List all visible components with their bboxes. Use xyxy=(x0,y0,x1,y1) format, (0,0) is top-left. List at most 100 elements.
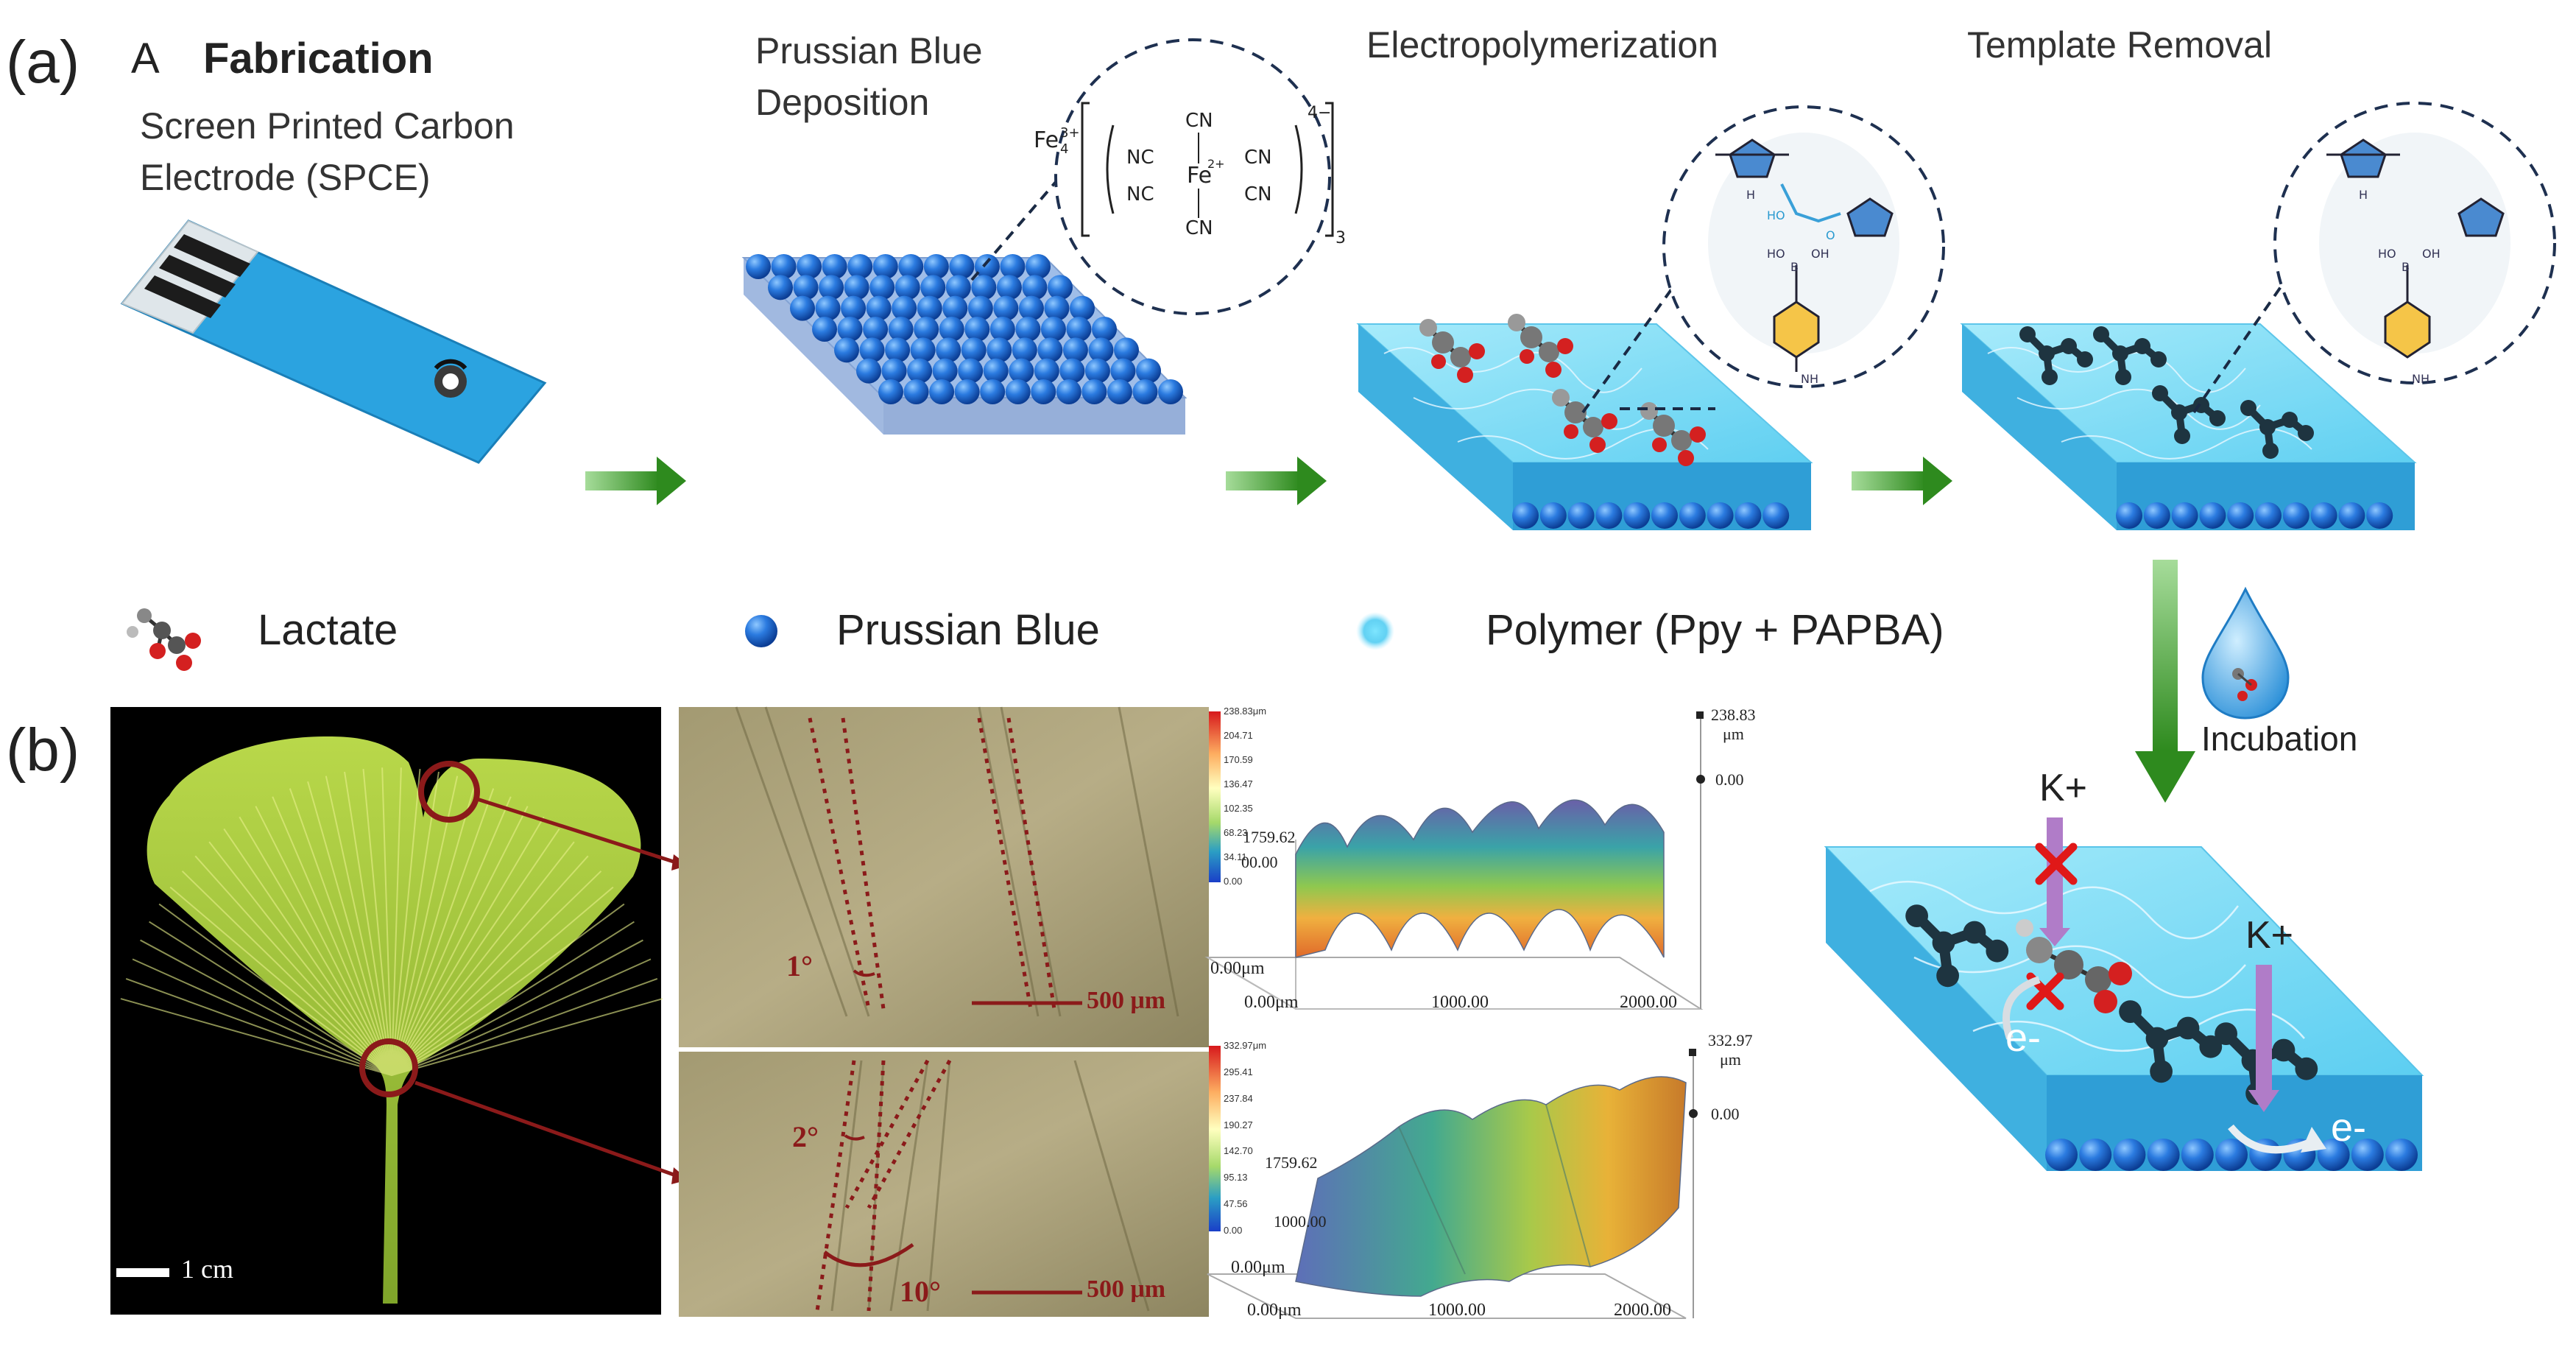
prussian-blue-sphere xyxy=(2215,1139,2248,1171)
k-plus-arrow-blocked xyxy=(2039,817,2070,946)
surface-top-zmax: 238.83 xyxy=(1711,706,1756,724)
prussian-blue-sphere xyxy=(2317,1139,2350,1171)
prussian-blue-sphere xyxy=(942,295,968,321)
prussian-blue-sphere xyxy=(989,317,1015,342)
electron-flow-arrow-2 xyxy=(2228,1124,2313,1154)
prussian-blue-sphere xyxy=(2045,1139,2078,1171)
prussian-blue-sphere xyxy=(1114,337,1139,363)
prussian-blue-sphere xyxy=(949,254,975,279)
prussian-blue-sphere xyxy=(1000,254,1026,279)
prussian-blue-sphere xyxy=(961,337,987,363)
prussian-blue-sphere xyxy=(914,317,939,342)
process-arrow-3 xyxy=(1852,457,1952,505)
prussian-blue-sphere xyxy=(1707,502,1734,529)
svg-text:4−: 4− xyxy=(1308,104,1331,122)
prussian-blue-sphere xyxy=(822,254,847,279)
prussian-blue-sphere xyxy=(837,317,863,342)
svg-text:Fe: Fe xyxy=(1034,127,1059,153)
prussian-blue-sphere xyxy=(793,275,819,300)
surface-bottom-x1: 1000.00 xyxy=(1428,1301,1486,1320)
surface-bottom-origin: 0.00μm xyxy=(1231,1258,1285,1277)
surface-bottom-x0: 0.00μm xyxy=(1247,1301,1302,1320)
svg-text:H: H xyxy=(1746,188,1755,202)
leaf-scale-label: 1 cm xyxy=(181,1254,233,1284)
legend-lactate-label: Lactate xyxy=(258,606,398,654)
prussian-blue-sphere xyxy=(2366,502,2393,529)
surface-bottom-zmin: 0.00 xyxy=(1711,1105,1740,1123)
svg-text:CN: CN xyxy=(1244,147,1272,169)
imprinted-cavity-icon xyxy=(1905,904,2009,988)
surface-plot-bottom xyxy=(1207,1049,1698,1319)
prussian-blue-sphere xyxy=(888,317,914,342)
prussian-blue-sphere xyxy=(1762,502,1790,529)
sensing-slab xyxy=(1824,846,2424,1171)
angle-bottom-a-label: 2° xyxy=(792,1120,819,1153)
micrograph-bottom xyxy=(679,1052,1209,1317)
process-arrow-1 xyxy=(585,457,686,505)
colorbar-tick: 47.56 xyxy=(1224,1198,1248,1210)
prussian-blue-sphere xyxy=(2255,502,2282,529)
imprinted-cavity-icon xyxy=(2019,326,2093,385)
surface-bottom-ymid: 1000.00 xyxy=(1274,1212,1327,1231)
prussian-blue-sphere xyxy=(1084,358,1110,384)
colorbar-tick: 238.83μm xyxy=(1224,706,1267,717)
prussian-blue-sphere xyxy=(1567,502,1595,529)
colorbar-tick: 332.97μm xyxy=(1224,1040,1267,1051)
prussian-blue-sphere xyxy=(1022,275,1048,300)
surface-top-ymid: 00.00 xyxy=(1241,853,1278,871)
svg-text:CN: CN xyxy=(1185,110,1213,132)
panel-b-letter: (b) xyxy=(6,717,80,784)
k-plus-label-2: K+ xyxy=(2245,914,2294,957)
prussian-blue-sphere xyxy=(923,254,949,279)
prussian-blue-sphere xyxy=(993,295,1019,321)
ginkgo-leaf-photo xyxy=(110,707,688,1315)
prussian-blue-sphere xyxy=(1037,337,1063,363)
colorbar-bottom xyxy=(1209,1046,1221,1231)
prussian-blue-sphere xyxy=(1679,502,1706,529)
process-arrow-2 xyxy=(1226,457,1327,505)
prussian-blue-sphere xyxy=(1070,295,1095,321)
colorbar-tick: 142.70 xyxy=(1224,1145,1253,1157)
prussian-blue-sphere xyxy=(834,337,859,363)
colorbar-tick: 68.23 xyxy=(1224,827,1248,838)
prussian-blue-sphere xyxy=(1009,358,1034,384)
prussian-blue-sphere xyxy=(917,295,942,321)
colorbar-tick: 204.71 xyxy=(1224,730,1253,741)
block-cross-icon xyxy=(2026,843,2078,1010)
prussian-blue-sphere xyxy=(945,275,971,300)
prussian-blue-sphere xyxy=(1026,254,1051,279)
prussian-blue-sphere xyxy=(1048,275,1073,300)
imprinted-cavity-icon xyxy=(2119,1000,2223,1083)
stage-pb-title-line1: Prussian Blue xyxy=(755,30,983,71)
colorbar-top xyxy=(1209,711,1221,882)
prussian-blue-sphere xyxy=(1056,379,1081,404)
svg-text:Fe: Fe xyxy=(1187,163,1212,189)
surface-top-x0: 0.00μm xyxy=(1244,993,1299,1012)
prussian-blue-sphere xyxy=(1136,358,1161,384)
lactate-molecule xyxy=(1552,389,1617,453)
micrograph-top xyxy=(679,706,1209,1047)
colorbar-tick: 295.41 xyxy=(1224,1066,1253,1077)
prussian-blue-sphere xyxy=(878,379,903,404)
panel-a-letter: (a) xyxy=(6,29,80,96)
svg-text:HO: HO xyxy=(1767,247,1785,261)
incubation-label: Incubation xyxy=(2201,720,2358,758)
prussian-blue-sphere xyxy=(797,254,822,279)
prussian-blue-sphere xyxy=(1088,337,1114,363)
pb-formula: Fe 3+ 4 CN NC CN Fe 2+ NC CN CN 4− 3 xyxy=(1034,102,1346,247)
colorbar-tick: 170.59 xyxy=(1224,754,1253,765)
prussian-blue-sphere xyxy=(771,254,797,279)
prussian-blue-sphere xyxy=(1031,379,1056,404)
legend-polymer-label: Polymer (Ppy + PAPBA) xyxy=(1486,606,1944,654)
prussian-blue-sphere xyxy=(2338,502,2365,529)
prussian-blue-sphere xyxy=(987,337,1012,363)
process-arrow-down xyxy=(2135,560,2195,803)
stage-spce-title-line2: Electrode (SPCE) xyxy=(140,157,431,198)
prussian-blue-sphere xyxy=(907,358,933,384)
stage-template-removal-title: Template Removal xyxy=(1967,24,2273,66)
prussian-blue-spheres xyxy=(746,254,1183,404)
imprinted-cavity-icon xyxy=(2240,400,2314,459)
svg-text:4: 4 xyxy=(1060,141,1068,157)
